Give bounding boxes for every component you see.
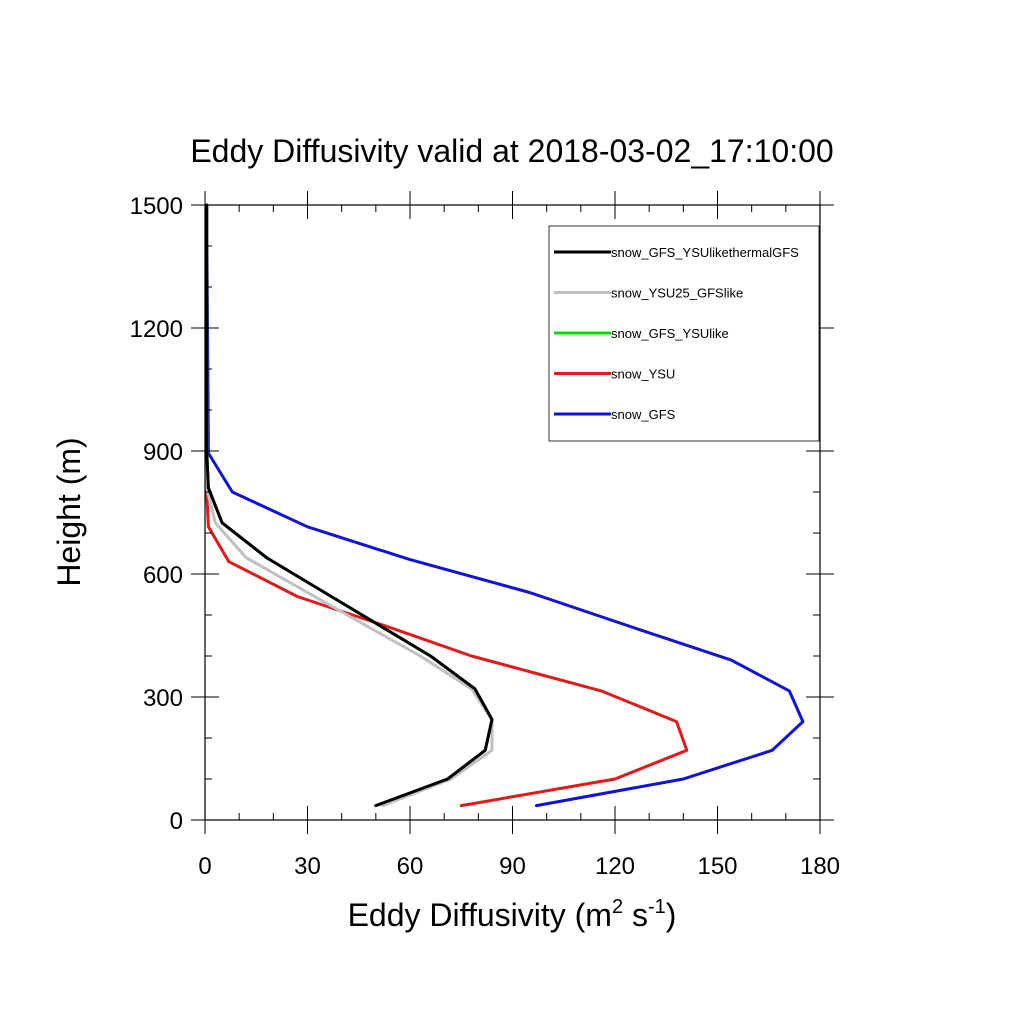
- legend: snow_GFS_YSUlikethermalGFS snow_YSU25_GFS…: [548, 225, 820, 442]
- y-tick-label: 600: [143, 562, 183, 589]
- y-tick-label: 1200: [130, 316, 183, 343]
- x-axis-label-mid: s: [623, 897, 648, 933]
- chart-title: Eddy Diffusivity valid at 2018-03-02_17:…: [190, 133, 833, 169]
- x-tick-label: 30: [294, 853, 321, 880]
- legend-label-4: snow_GFS: [611, 407, 676, 422]
- y-axis-label: Height (m): [51, 437, 87, 586]
- legend-label-3: snow_YSU: [611, 367, 675, 382]
- axis-ticks: [191, 191, 834, 834]
- y-tick-label: 1500: [130, 193, 183, 220]
- y-tick-label: 300: [143, 685, 183, 712]
- x-tick-label: 60: [397, 853, 424, 880]
- y-tick-label: 0: [170, 808, 183, 835]
- y-tick-label: 900: [143, 439, 183, 466]
- x-tick-label: 150: [697, 853, 737, 880]
- legend-label-0: snow_GFS_YSUlikethermalGFS: [611, 245, 799, 260]
- x-tick-label: 0: [198, 853, 211, 880]
- x-axis-label: Eddy Diffusivity (m2 s-1): [348, 896, 677, 933]
- x-axis-label-end: ): [666, 897, 677, 933]
- axis-tick-labels: 0 30 60 90 120 150 180 0 300 600 900 1200 1500: [130, 193, 840, 880]
- x-tick-label: 90: [499, 853, 526, 880]
- series-line-1: [205, 203, 494, 808]
- x-tick-label: 180: [800, 853, 840, 880]
- legend-label-2: snow_GFS_YSUlike: [611, 326, 729, 341]
- x-axis-label-sup2: -1: [648, 896, 666, 918]
- series-line-2: [205, 203, 494, 808]
- series-line-0: [205, 203, 494, 808]
- x-tick-label: 120: [595, 853, 635, 880]
- x-axis-label-sup1: 2: [612, 896, 623, 918]
- series-line-4: [205, 203, 805, 808]
- x-axis-label-base: Eddy Diffusivity (m: [348, 897, 612, 933]
- legend-label-1: snow_YSU25_GFSlike: [611, 286, 743, 301]
